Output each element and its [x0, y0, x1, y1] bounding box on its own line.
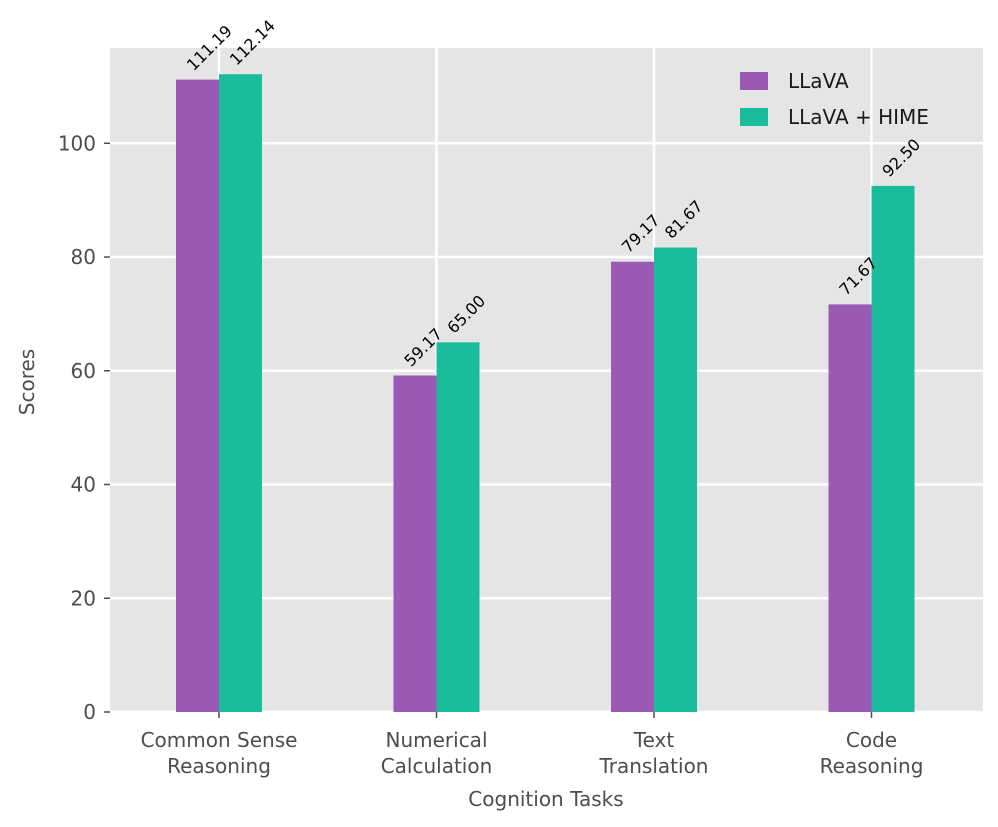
y-axis: 0 20 40 60 80 100	[58, 131, 110, 724]
legend-label: LLaVA + HIME	[788, 105, 929, 129]
x-tick-label: Code	[846, 728, 897, 752]
bar	[871, 185, 915, 712]
bar	[176, 79, 219, 712]
x-tick-label: Common Sense	[141, 728, 298, 752]
bars	[176, 74, 915, 713]
y-tick-label: 40	[71, 473, 96, 497]
y-tick-label: 80	[71, 245, 96, 269]
legend-label: LLaVA	[788, 69, 849, 93]
legend-swatch	[740, 108, 768, 126]
y-tick-label: 20	[71, 586, 96, 610]
x-axis-title: Cognition Tasks	[468, 787, 623, 811]
bar	[436, 342, 480, 712]
bar	[828, 304, 872, 712]
x-axis: Common SenseReasoningNumericalCalculatio…	[141, 712, 924, 778]
y-tick-label: 60	[71, 359, 96, 383]
x-tick-label: Reasoning	[167, 754, 271, 778]
bar	[654, 247, 697, 712]
bar	[611, 261, 654, 712]
bar	[393, 375, 437, 712]
legend: LLaVA LLaVA + HIME	[740, 69, 929, 129]
x-tick-label: Reasoning	[820, 754, 924, 778]
x-tick-label: Calculation	[381, 754, 493, 778]
legend-swatch	[740, 72, 768, 90]
x-tick-label: Text	[633, 728, 675, 752]
bar	[219, 74, 262, 713]
x-tick-label: Translation	[599, 754, 709, 778]
y-tick-label: 100	[58, 131, 96, 155]
x-tick-label: Numerical	[385, 728, 487, 752]
y-axis-title: Scores	[15, 349, 39, 415]
y-tick-label: 0	[83, 700, 96, 724]
